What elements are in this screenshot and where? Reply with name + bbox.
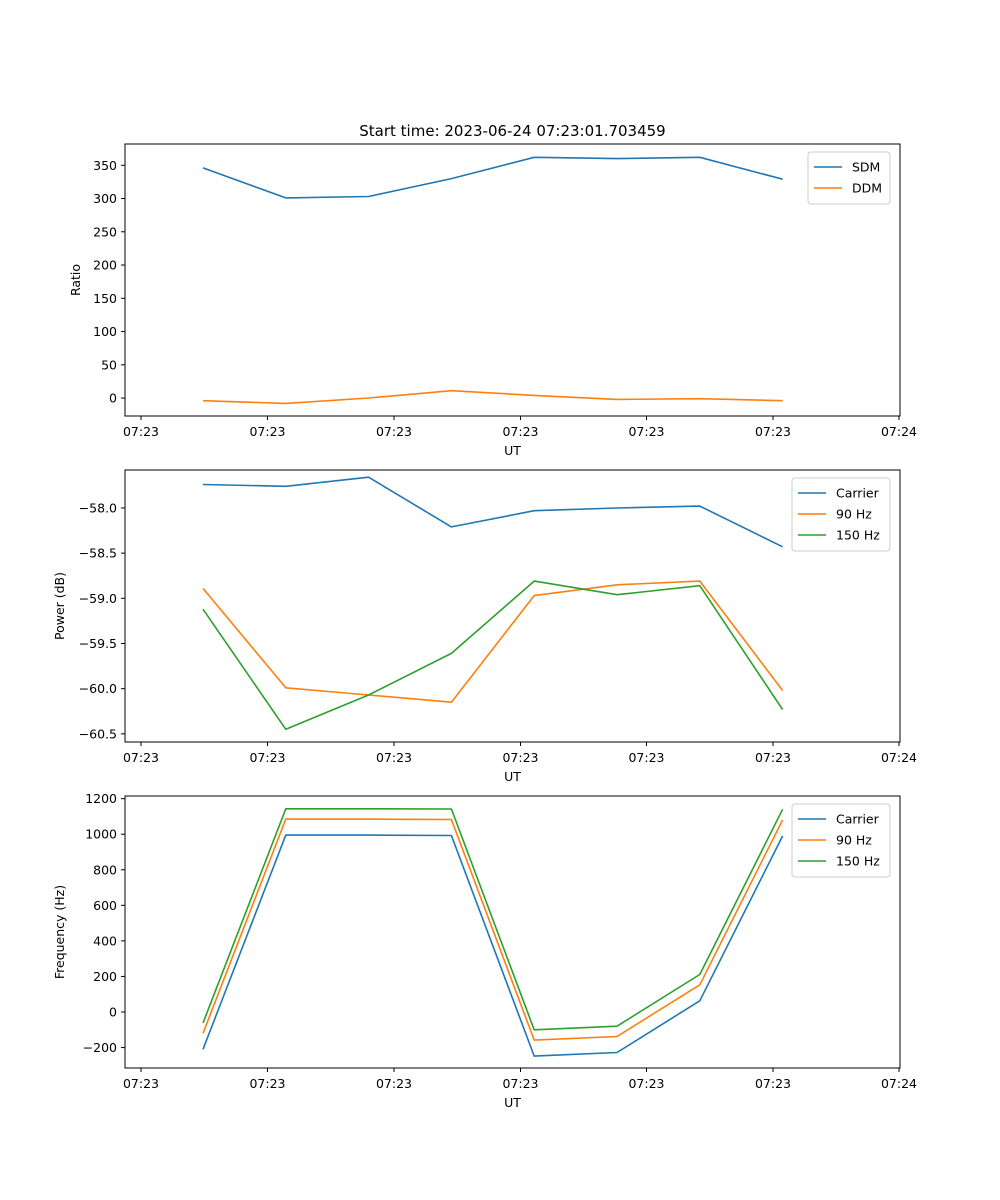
y-tick-label: 200 [93, 258, 117, 273]
y-tick-label: 100 [93, 324, 117, 339]
y-tick-label: 300 [93, 191, 117, 206]
x-tick-label: 07:23 [628, 424, 664, 439]
x-tick-label: 07:24 [881, 750, 917, 765]
x-tick-label: 07:23 [123, 1076, 159, 1091]
x-axis-label: UT [504, 1095, 521, 1110]
x-tick-label: 07:23 [249, 424, 285, 439]
y-tick-label: −58.5 [79, 546, 117, 561]
y-axis-label: Frequency (Hz) [52, 885, 67, 979]
legend-label: 150 Hz [836, 854, 880, 869]
legend-label: 90 Hz [836, 507, 872, 522]
legend-label: DDM [852, 181, 882, 196]
legend-frame [791, 477, 891, 552]
series-line-sdm [202, 156, 783, 199]
x-tick-label: 07:23 [123, 750, 159, 765]
y-tick-label: 50 [101, 357, 117, 372]
y-tick-label: 350 [93, 158, 117, 173]
y-tick-label: 200 [93, 969, 117, 984]
legend-frame [791, 803, 891, 878]
y-tick-label: −59.5 [79, 636, 117, 651]
legend-label: 150 Hz [836, 528, 880, 543]
x-tick-label: 07:23 [376, 1076, 412, 1091]
x-tick-label: 07:23 [628, 750, 664, 765]
y-tick-label: 0 [109, 1005, 117, 1020]
series-line-150-hz [202, 807, 784, 1031]
y-axis-label: Ratio [68, 264, 83, 296]
x-tick-label: 07:24 [881, 1076, 917, 1091]
x-tick-label: 07:23 [755, 1076, 791, 1091]
y-tick-label: 1000 [85, 827, 117, 842]
legend-frame [807, 151, 891, 205]
y-axis-label: Power (dB) [52, 572, 67, 640]
y-tick-label: 400 [93, 933, 117, 948]
legend-label: Carrier [836, 812, 880, 827]
x-axis-label: UT [504, 769, 521, 784]
y-tick-label: 1200 [85, 791, 117, 806]
legend: SDM DDM [807, 151, 891, 205]
x-tick-label: 07:23 [249, 1076, 285, 1091]
x-tick-label: 07:23 [376, 424, 412, 439]
chart-title: Start time: 2023-06-24 07:23:01.703459 [359, 122, 665, 140]
y-tick-label: −200 [83, 1040, 117, 1055]
x-tick-label: 07:23 [628, 1076, 664, 1091]
axes-frame [124, 143, 901, 417]
series-line-ddm [202, 389, 783, 405]
axes-frame [124, 469, 901, 743]
axes-frame [124, 795, 901, 1069]
legend: Carrier 90 Hz 150 Hz [791, 803, 891, 878]
x-tick-label: 07:23 [502, 1076, 538, 1091]
y-tick-label: −58.0 [79, 500, 117, 515]
x-tick-label: 07:24 [881, 424, 917, 439]
x-tick-label: 07:23 [123, 424, 159, 439]
y-tick-label: 250 [93, 224, 117, 239]
y-tick-label: −59.0 [79, 591, 117, 606]
x-tick-label: 07:23 [755, 750, 791, 765]
y-tick-label: −60.5 [79, 726, 117, 741]
series-line-90-hz [202, 580, 784, 704]
y-tick-label: 150 [93, 291, 117, 306]
x-tick-label: 07:23 [502, 750, 538, 765]
series-line-150-hz [202, 580, 784, 731]
x-axis-label: UT [504, 443, 521, 458]
x-tick-label: 07:23 [502, 424, 538, 439]
x-tick-label: 07:23 [376, 750, 412, 765]
series-line-carrier [202, 476, 783, 548]
legend-label: 90 Hz [836, 833, 872, 848]
y-tick-label: −60.0 [79, 681, 117, 696]
y-tick-label: 800 [93, 862, 117, 877]
series-line-90-hz [202, 818, 784, 1041]
x-tick-label: 07:23 [755, 424, 791, 439]
subplot-1: Start time: 2023-06-24 07:23:01.703459 07… [68, 122, 917, 458]
y-tick-label: 600 [93, 898, 117, 913]
legend: Carrier 90 Hz 150 Hz [791, 477, 891, 552]
y-tick-label: 0 [109, 391, 117, 406]
subplot-2: 07:23 07:23 07:23 07:23 07:23 07:23 07:24 −60.5… [52, 469, 917, 784]
legend-label: Carrier [836, 486, 880, 501]
subplot-3: 07:23 07:23 07:23 07:23 07:23 07:23 07:24 −200 0… [52, 791, 917, 1110]
legend-label: SDM [852, 160, 880, 175]
series-line-carrier [202, 834, 784, 1057]
x-tick-label: 07:23 [249, 750, 285, 765]
